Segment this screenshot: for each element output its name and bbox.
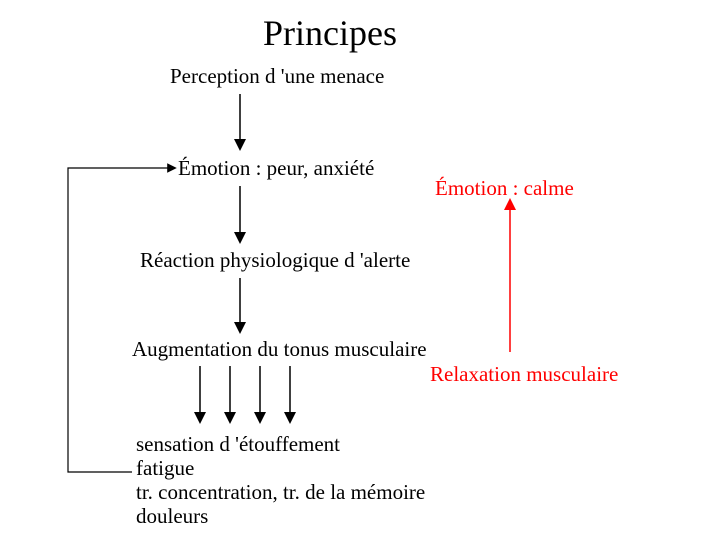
arrows-layer	[0, 0, 720, 540]
arrow-feedback	[68, 168, 172, 472]
